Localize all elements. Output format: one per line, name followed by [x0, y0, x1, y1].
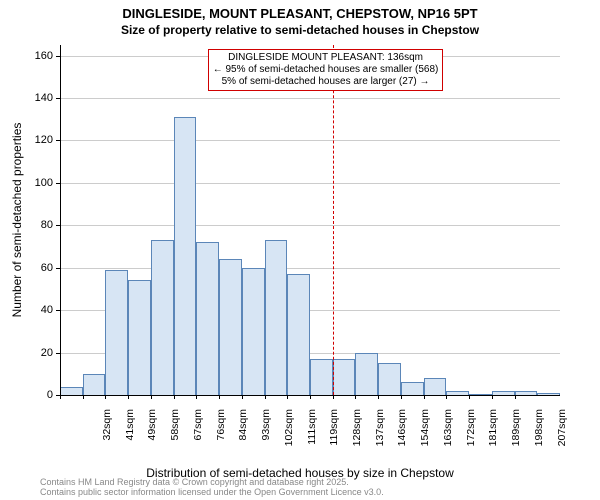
attribution-line-2: Contains public sector information licen… — [40, 488, 384, 498]
marker-callout: DINGLESIDE MOUNT PLEASANT: 136sqm← 95% o… — [208, 49, 444, 91]
histogram-bar — [355, 353, 378, 395]
x-tick-label: 84sqm — [237, 409, 249, 459]
x-tick-label: 93sqm — [260, 409, 272, 459]
chart-title-main: DINGLESIDE, MOUNT PLEASANT, CHEPSTOW, NP… — [0, 6, 600, 21]
y-axis — [60, 45, 61, 395]
x-tick-label: 58sqm — [169, 409, 181, 459]
histogram-bar — [128, 280, 151, 395]
x-tick-label: 163sqm — [442, 409, 454, 459]
histogram-bar — [401, 382, 424, 395]
y-tick-label: 80 — [18, 219, 53, 231]
x-tick-label: 154sqm — [419, 409, 431, 459]
histogram-bar — [151, 240, 174, 395]
x-tick-label: 146sqm — [396, 409, 408, 459]
y-tick-label: 60 — [18, 262, 53, 274]
y-tick-label: 20 — [18, 347, 53, 359]
histogram-bar — [378, 363, 401, 395]
x-tick-label: 137sqm — [374, 409, 386, 459]
histogram-bar — [196, 242, 219, 395]
plot-area: 02040608010012014016032sqm41sqm49sqm58sq… — [60, 45, 560, 395]
y-tick-label: 40 — [18, 304, 53, 316]
x-tick-label: 41sqm — [124, 409, 136, 459]
x-tick-label: 189sqm — [510, 409, 522, 459]
histogram-bar — [83, 374, 106, 395]
marker-line — [333, 45, 334, 395]
histogram-bar — [60, 387, 83, 395]
x-tick-label: 128sqm — [351, 409, 363, 459]
x-tick-label: 207sqm — [556, 409, 568, 459]
x-axis — [60, 395, 560, 396]
x-tick-label: 76sqm — [215, 409, 227, 459]
x-tick-label: 119sqm — [328, 409, 340, 459]
chart-title-sub: Size of property relative to semi-detach… — [0, 23, 600, 37]
grid-line — [60, 268, 560, 269]
y-tick-label: 100 — [18, 177, 53, 189]
y-tick-label: 120 — [18, 134, 53, 146]
x-tick-label: 49sqm — [146, 409, 158, 459]
x-tick-label: 172sqm — [465, 409, 477, 459]
x-tick-label: 32sqm — [101, 409, 113, 459]
y-tick-label: 140 — [18, 92, 53, 104]
callout-line: DINGLESIDE MOUNT PLEASANT: 136sqm — [213, 52, 439, 64]
y-tick-label: 0 — [18, 389, 53, 401]
histogram-bar — [287, 274, 310, 395]
grid-line — [60, 140, 560, 141]
grid-line — [60, 225, 560, 226]
x-tick-label: 102sqm — [283, 409, 295, 459]
histogram-bar — [424, 378, 447, 395]
x-tick-label: 181sqm — [487, 409, 499, 459]
histogram-bar — [242, 268, 265, 395]
x-tick-label: 111sqm — [306, 409, 318, 459]
attribution: Contains HM Land Registry data © Crown c… — [40, 478, 384, 498]
histogram-bar — [105, 270, 128, 395]
x-tick-label: 67sqm — [192, 409, 204, 459]
histogram-bar — [333, 359, 356, 395]
histogram-bar — [174, 117, 197, 395]
callout-line: 5% of semi-detached houses are larger (2… — [213, 76, 439, 88]
histogram-bar — [310, 359, 333, 395]
histogram-bar — [219, 259, 242, 395]
histogram-bar — [265, 240, 288, 395]
chart-container: DINGLESIDE, MOUNT PLEASANT, CHEPSTOW, NP… — [0, 0, 600, 500]
grid-line — [60, 98, 560, 99]
y-tick-label: 160 — [18, 50, 53, 62]
x-tick-label: 198sqm — [533, 409, 545, 459]
grid-line — [60, 183, 560, 184]
callout-line: ← 95% of semi-detached houses are smalle… — [213, 64, 439, 76]
